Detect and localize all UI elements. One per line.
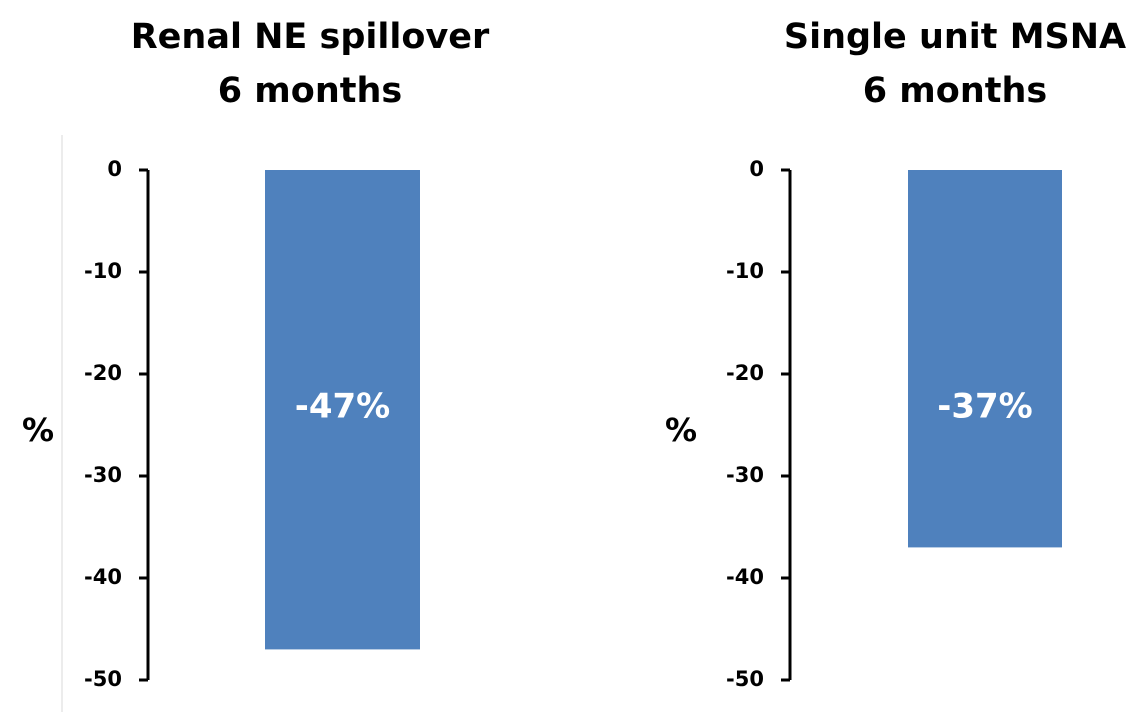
chart-title: Single unit MSNA — [784, 17, 1126, 57]
chart-title: 6 months — [218, 71, 402, 111]
y-tick-label: -40 — [84, 565, 122, 589]
data-label: -47% — [295, 387, 391, 427]
y-tick-label: -30 — [84, 463, 122, 487]
y-axis-label: % — [665, 411, 697, 449]
y-axis-label: % — [22, 411, 54, 449]
y-tick-label: -50 — [84, 667, 122, 691]
y-tick-label: 0 — [107, 157, 122, 181]
y-tick-label: -20 — [84, 361, 122, 385]
chart-title: 6 months — [863, 71, 1047, 111]
bar — [265, 170, 420, 650]
y-tick-label: -10 — [84, 259, 122, 283]
y-tick-label: 0 — [749, 157, 764, 181]
y-tick-label: -20 — [726, 361, 764, 385]
y-tick-label: -50 — [726, 667, 764, 691]
y-tick-label: -10 — [726, 259, 764, 283]
bar — [908, 170, 1062, 548]
chart-title: Renal NE spillover — [131, 17, 490, 57]
data-label: -37% — [937, 387, 1033, 427]
y-tick-label: -40 — [726, 565, 764, 589]
y-tick-label: -30 — [726, 463, 764, 487]
